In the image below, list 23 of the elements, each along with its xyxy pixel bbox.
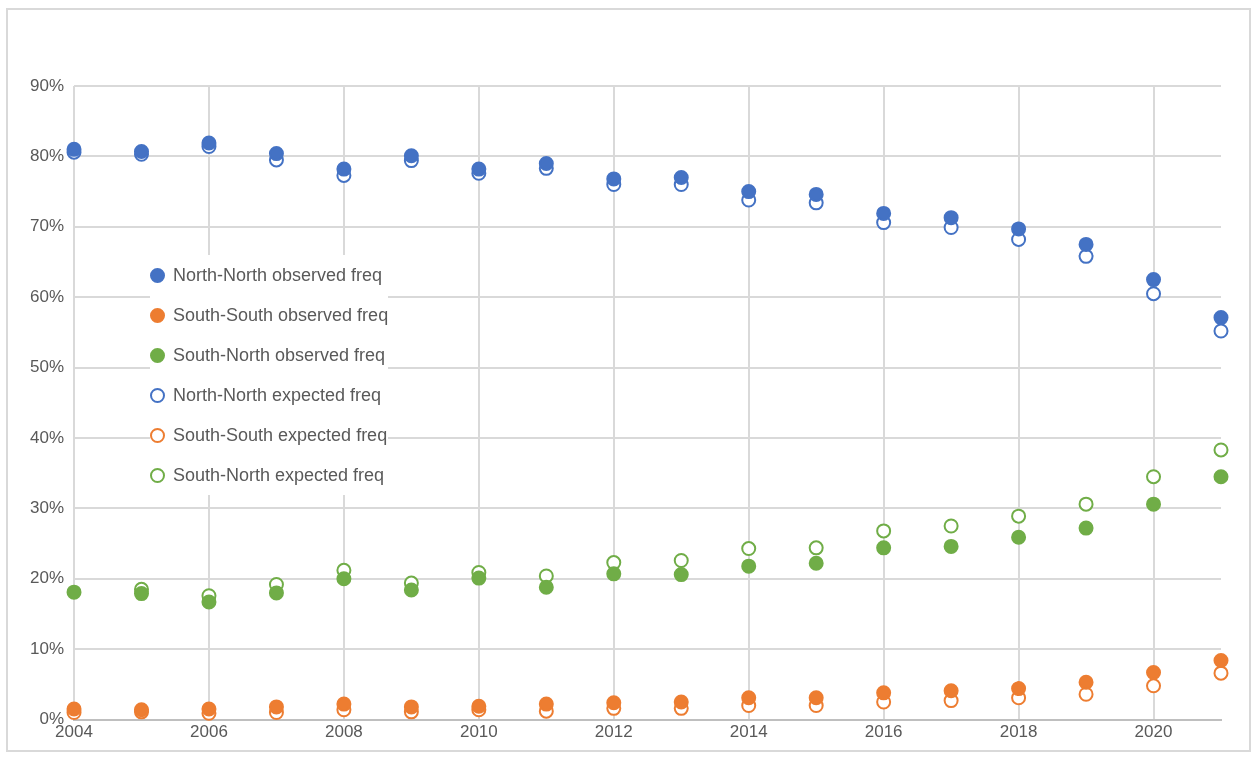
y-tick-label: 80% <box>29 146 65 166</box>
x-tick-label: 2016 <box>864 722 903 742</box>
x-tick-label: 2020 <box>1134 722 1173 742</box>
y-tick-label: 30% <box>29 498 65 518</box>
x-tick-label: 2008 <box>324 722 363 742</box>
y-tick-label: 60% <box>29 286 65 306</box>
legend-label: North-North expected freq <box>173 384 382 406</box>
y-tick-label: 40% <box>29 427 65 447</box>
legend-label: South-North observed freq <box>173 344 386 366</box>
legend-label: South-North expected freq <box>173 464 385 486</box>
x-tick-label: 2010 <box>459 722 498 742</box>
x-tick-label: 2012 <box>594 722 633 742</box>
y-tick-label: 20% <box>29 568 65 588</box>
x-tick-label: 2006 <box>190 722 228 742</box>
legend-label: South-South expected freq <box>173 424 388 446</box>
y-tick-label: 50% <box>29 357 65 377</box>
y-tick-label: 10% <box>29 638 65 658</box>
y-tick-label: 70% <box>29 216 65 236</box>
y-tick-label: 90% <box>29 75 65 95</box>
legend-label: South-South observed freq <box>173 304 389 326</box>
x-tick-label: 2014 <box>729 722 768 742</box>
x-tick-label: 2018 <box>999 722 1038 742</box>
legend-label: North-North observed freq <box>173 264 383 286</box>
